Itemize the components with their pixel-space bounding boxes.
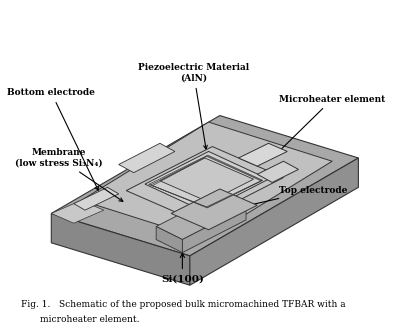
Text: Piezoelectric Material
(AlN): Piezoelectric Material (AlN)	[138, 63, 249, 149]
Polygon shape	[81, 122, 331, 240]
Text: microheater element.: microheater element.	[40, 315, 139, 324]
Text: Si(100): Si(100)	[160, 253, 203, 283]
Polygon shape	[238, 143, 286, 166]
Polygon shape	[74, 187, 118, 210]
Polygon shape	[182, 207, 245, 253]
Text: Fig. 1.   Schematic of the proposed bulk micromachined TFBAR with a: Fig. 1. Schematic of the proposed bulk m…	[21, 300, 345, 309]
Polygon shape	[160, 158, 253, 202]
Text: Membrane
(low stress Si₃N₄): Membrane (low stress Si₃N₄)	[15, 148, 123, 201]
Text: Microheater element: Microheater element	[275, 95, 384, 155]
Polygon shape	[257, 161, 298, 183]
Polygon shape	[118, 143, 175, 173]
Polygon shape	[126, 146, 283, 222]
Polygon shape	[156, 194, 245, 240]
Polygon shape	[190, 158, 358, 285]
Text: Bottom electrode: Bottom electrode	[7, 88, 98, 190]
Polygon shape	[51, 115, 358, 256]
Polygon shape	[51, 200, 104, 223]
Polygon shape	[51, 214, 190, 285]
Text: Top electrode: Top electrode	[231, 186, 347, 210]
Polygon shape	[156, 226, 182, 253]
Polygon shape	[171, 189, 257, 230]
Polygon shape	[145, 151, 268, 212]
